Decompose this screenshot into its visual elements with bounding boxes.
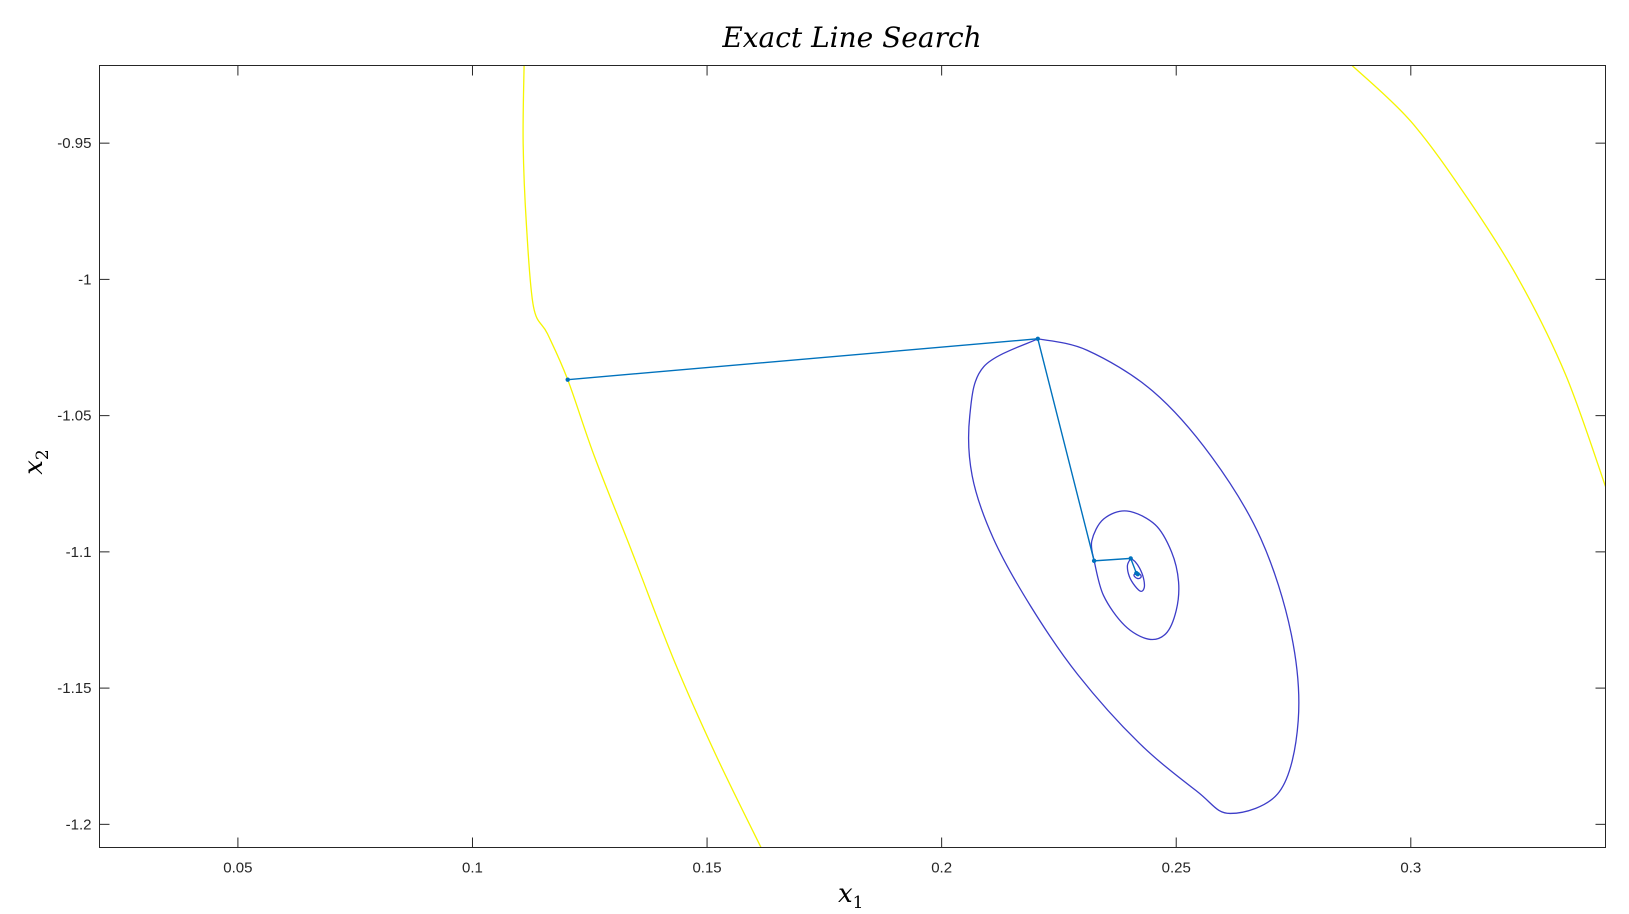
plot-background [99, 65, 1605, 847]
y-tick-label: -0.95 [57, 135, 91, 152]
y-tick-label: -1 [78, 271, 91, 288]
plot-area: 0.05 0.1 0.15 0.2 0.25 0.3 -0.95 -1 -1.05 -1.1 -1… [57, 65, 1606, 877]
x-axis-label-sub: 1 [853, 893, 864, 913]
axes-frame [99, 65, 1606, 848]
x-tick-label: 0.1 [462, 860, 483, 877]
iterate-point [1035, 336, 1041, 341]
contour-line [1351, 65, 1606, 487]
contour-line [1090, 510, 1180, 641]
series-clip-group [522, 65, 1606, 848]
chart-title: Exact Line Search [721, 21, 981, 54]
x-axis-label-main: x [838, 879, 853, 909]
contour-line [1126, 557, 1146, 593]
iterate-point [1128, 556, 1133, 561]
x-axis-label: x1 [838, 879, 864, 913]
x-tick-label: 0.05 [223, 860, 252, 877]
y-axis-label: x2 [19, 449, 53, 475]
contour-line [967, 338, 1300, 815]
y-axis-ticks: -0.95 -1 -1.05 -1.1 -1.15 -1.2 [57, 135, 1606, 833]
iterate-point [1135, 572, 1140, 577]
y-axis-label-main: x [19, 460, 49, 475]
x-tick-label: 0.3 [1400, 860, 1421, 877]
series-layer [522, 65, 1606, 848]
iterate-point [1091, 558, 1097, 564]
y-axis-label-group: x2 [19, 449, 53, 475]
x-tick-label: 0.15 [692, 860, 721, 877]
y-tick-label: -1.2 [66, 816, 92, 833]
x-axis-ticks: 0.05 0.1 0.15 0.2 0.25 0.3 [223, 65, 1421, 877]
y-axis-label-sub: 2 [33, 449, 53, 460]
y-tick-label: -1.05 [57, 408, 91, 425]
x-tick-label: 0.2 [931, 860, 952, 877]
y-tick-label: -1.1 [66, 544, 92, 561]
contour-line [522, 65, 762, 848]
x-tick-label: 0.25 [1162, 860, 1191, 877]
iterate-point [565, 377, 570, 382]
y-tick-label: -1.15 [57, 680, 91, 697]
